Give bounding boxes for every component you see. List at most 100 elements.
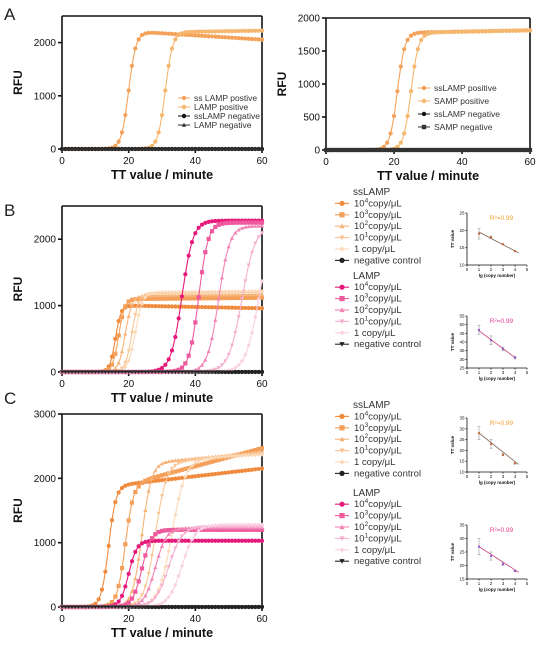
data-point: [119, 146, 125, 151]
data-point: [193, 320, 198, 325]
data-point: [176, 146, 181, 151]
legend-label: LAMP positive: [194, 102, 248, 112]
data-point: [256, 524, 261, 529]
data-point: [354, 147, 359, 153]
data-point: [209, 527, 215, 532]
data-point: [176, 370, 181, 375]
data-point: [229, 454, 235, 459]
y-tick-label: 0: [50, 603, 56, 614]
data-point: [189, 463, 195, 468]
data-point: [129, 331, 135, 335]
data-point: [219, 370, 225, 375]
y-tick-label: 1000: [34, 91, 57, 102]
data-point: [246, 220, 251, 225]
data-point: [243, 225, 248, 229]
data-point: [374, 147, 380, 153]
data-point: [153, 475, 158, 480]
data-point: [239, 36, 245, 41]
series: [59, 524, 265, 610]
legend-label: 103copy/μL: [354, 510, 402, 522]
data-point: [196, 295, 201, 300]
x-tick-label: 1: [478, 474, 481, 479]
data-point: [156, 296, 161, 301]
data-point: [119, 130, 125, 135]
data-point: [153, 478, 158, 484]
data-point: [385, 140, 390, 145]
data-point: [327, 147, 332, 153]
data-point: [183, 272, 188, 277]
data-point: [256, 605, 261, 610]
data-point: [419, 37, 424, 43]
legend-panel-b: ssLAMP104copy/μL103copy/μL102copy/μL101c…: [335, 187, 421, 350]
data-point: [233, 370, 238, 375]
data-point: [63, 605, 68, 610]
data-point: [136, 146, 141, 151]
data-point: [153, 538, 158, 543]
legend-label: 102copy/μL: [354, 521, 402, 533]
x-tick-label: 40: [190, 614, 202, 625]
y-tick-label: 0: [50, 368, 56, 379]
data-point: [206, 472, 211, 477]
data-point: [136, 556, 141, 561]
data-point: [73, 146, 78, 151]
y-tick-label: 20: [459, 448, 465, 453]
data-point: [143, 584, 148, 589]
data-point: [156, 304, 161, 309]
data-point: [203, 357, 208, 362]
data-point: [243, 605, 248, 610]
data-point: [149, 599, 155, 603]
data-point: [149, 605, 155, 610]
data-point: [209, 523, 215, 528]
data-point: [436, 147, 441, 153]
data-point: [196, 370, 201, 375]
fit-line: [478, 432, 519, 465]
data-point: [193, 458, 198, 462]
data-point: [203, 456, 208, 461]
data-point: [395, 147, 400, 153]
data-point: [213, 605, 218, 610]
x-tick-label: 4: [514, 474, 517, 479]
data-point: [236, 227, 241, 232]
data-point: [186, 146, 191, 151]
data-point: [159, 473, 165, 478]
data-point: [395, 89, 400, 94]
legend-label: 1 copy/μL: [354, 545, 395, 556]
data-point: [176, 296, 181, 301]
data-point: [246, 453, 251, 458]
series: [59, 290, 265, 375]
data-point: [226, 146, 231, 151]
data-point: [173, 476, 178, 481]
data-point: [156, 529, 161, 535]
data-point: [259, 295, 265, 300]
data-point: [163, 362, 168, 367]
data-point: [166, 459, 171, 464]
legend-label: 101copy/μL: [354, 445, 402, 457]
data-point: [169, 605, 175, 610]
data-point: [99, 146, 105, 151]
data-point: [246, 263, 251, 268]
chart-a-right: 0 20 40 60 0 500 1000 1500 2000 TT value / minute…: [275, 14, 536, 184]
data-point: [209, 34, 215, 39]
x-axis-label: TT value / minute: [111, 168, 213, 182]
data-point: [388, 147, 393, 153]
data-point: [490, 29, 495, 34]
data-point: [199, 605, 205, 610]
data-point: [429, 30, 434, 36]
legend-marker: [339, 200, 345, 206]
data-point: [229, 289, 235, 294]
y-tick-label: 25: [459, 211, 465, 216]
data-point: [136, 37, 141, 42]
data-point: [256, 522, 261, 527]
data-point: [219, 221, 225, 226]
data-point: [149, 475, 155, 480]
data-point: [133, 297, 138, 301]
data-point: [246, 343, 251, 348]
data-point: [169, 538, 175, 543]
data-point: [196, 366, 201, 370]
data-point: [213, 458, 218, 463]
data-point: [213, 296, 218, 301]
data-point: [199, 304, 205, 310]
data-point: [223, 522, 228, 527]
data-point: [466, 29, 471, 34]
